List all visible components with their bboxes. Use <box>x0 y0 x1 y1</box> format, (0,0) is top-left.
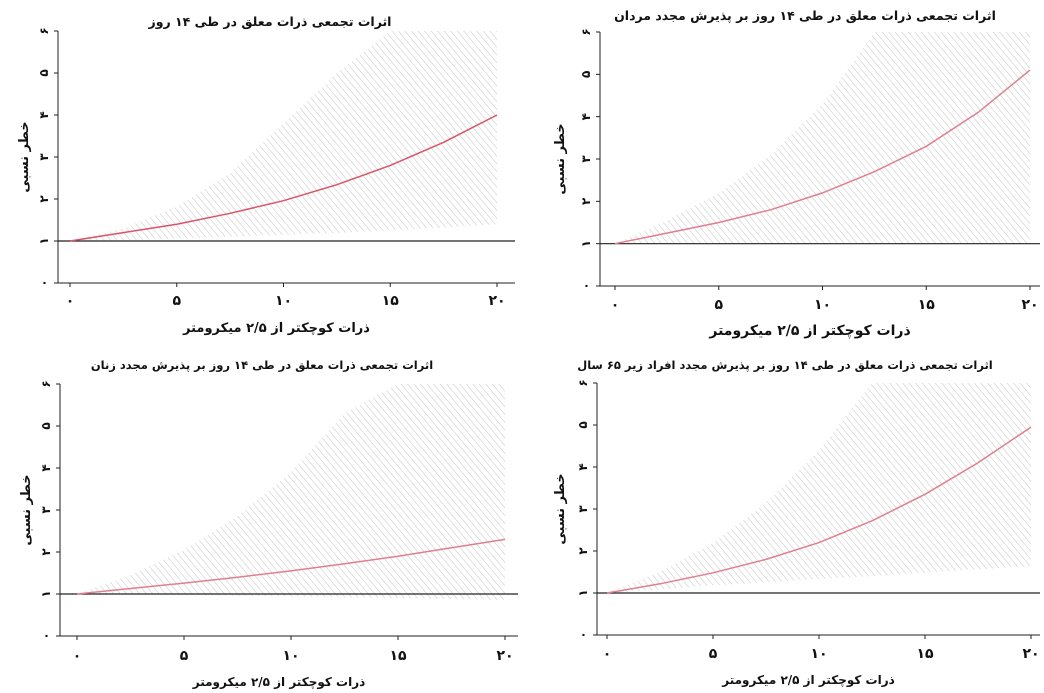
y-tick-label: ۲ <box>39 548 53 556</box>
chart-panel-women: ۰ ۱ ۲ ۳ ۴ ۵ ۶ ۰ ۵ ۱۰ ۱۵ ۲۰ اثرات تجمعی ذرات معلق در … <box>0 350 522 693</box>
x-tick-label: ۲۰ <box>488 293 505 309</box>
x-tick-label: ۵ <box>180 648 189 664</box>
y-tick-label: ۳ <box>37 153 51 161</box>
y-axis-label: خطر نسبی <box>17 121 32 192</box>
x-axis-label: ذرات کوچکتر از ۲/۵ میکرومتر <box>192 675 366 690</box>
confidence-band <box>77 384 505 600</box>
x-tick-label: ۱۰ <box>282 648 299 664</box>
x-tick-label: ۱۵ <box>918 297 936 313</box>
chart-panel-under-65: ۰ ۱ ۲ ۳ ۴ ۵ ۶ ۰ ۵ ۱۰ ۱۵ ۲۰ اثرات تجمعی ذرات معلق در … <box>522 350 1044 693</box>
x-tick-label: ۰ <box>611 297 620 313</box>
x-tick-label: ۲۰ <box>496 648 513 664</box>
estimate-line <box>76 538 506 595</box>
y-tick-label: ۶ <box>39 380 53 387</box>
confidence-band <box>607 383 1031 593</box>
chart-overall: ۰ ۱ ۲ ۳ ۴ ۵ ۶ ۰ ۵ ۱۰ ۱۵ ۲۰ اثرات تجمعی ذرات معلق در … <box>17 14 515 336</box>
x-tick-label: ۰ <box>66 293 75 309</box>
x-tick-label: ۱۰ <box>814 297 831 313</box>
x-tick-label: ۱۵ <box>916 646 934 662</box>
chart-under-65: ۰ ۱ ۲ ۳ ۴ ۵ ۶ ۰ ۵ ۱۰ ۱۵ ۲۰ اثرات تجمعی ذرات معلق در … <box>553 358 1040 688</box>
x-tick-label: ۱۵ <box>382 293 400 309</box>
x-axis-label: ذرات کوچکتر از ۲/۵ میکرومتر <box>721 673 895 688</box>
y-tick-label: ۶ <box>579 28 593 35</box>
x-tick-label: ۲۰ <box>1021 297 1038 313</box>
estimate-line <box>614 69 1031 245</box>
y-tick-label: ۵ <box>579 71 593 78</box>
x-axis-label: ذرات کوچکتر از ۲/۵ میکرومتر <box>182 321 370 336</box>
y-axis-label: خطر نسبی <box>553 123 568 194</box>
y-tick-label: ۶ <box>576 379 590 386</box>
y-tick-label: ۴ <box>37 111 51 118</box>
y-tick-label: ۰ <box>579 282 593 289</box>
x-tick-label: ۰ <box>603 646 612 662</box>
chart-title: اثرات تجمعی ذرات معلق در طی ۱۴ روز بر پذ… <box>577 358 992 373</box>
chart-men: ۰ ۱ ۲ ۳ ۴ ۵ ۶ ۰ ۵ ۱۰ ۱۵ ۲۰ اثرات تجمعی ذرات معلق در … <box>553 8 1040 339</box>
x-tick-label: ۵ <box>709 646 718 662</box>
chart-title: اثرات تجمعی ذرات معلق در طی ۱۴ روز بر پذ… <box>91 358 433 373</box>
y-tick-label: ۳ <box>576 505 590 513</box>
y-tick-label: ۳ <box>39 506 53 514</box>
y-axis-label: خطر نسبی <box>19 474 34 545</box>
y-tick-label: ۵ <box>37 69 51 76</box>
y-axis-label: خطر نسبی <box>553 473 568 544</box>
y-tick-label: ۵ <box>39 422 53 429</box>
y-tick-label: ۰ <box>39 632 53 639</box>
y-tick-label: ۲ <box>579 197 593 205</box>
y-tick-label: ۱ <box>39 590 53 597</box>
chart-title: اثرات تجمعی ذرات معلق در طی ۱۴ روز بر پذ… <box>614 8 996 23</box>
confidence-band <box>70 31 497 241</box>
x-tick-label: ۱۰ <box>810 646 827 662</box>
chart-title: اثرات تجمعی ذرات معلق در طی ۱۴ روز <box>148 14 392 29</box>
x-axis-label: ذرات کوچکتر از ۲/۵ میکرومتر <box>708 323 910 339</box>
estimate-line <box>606 426 1032 594</box>
x-tick-label: ۵ <box>172 293 181 309</box>
x-tick-label: ۱۰ <box>275 293 292 309</box>
y-tick-label: ۴ <box>39 464 53 471</box>
y-tick-label: ۴ <box>579 113 593 120</box>
y-tick-label: ۴ <box>576 463 590 470</box>
chart-panel-overall: ۰ ۱ ۲ ۳ ۴ ۵ ۶ ۰ ۵ ۱۰ ۱۵ ۲۰ اثرات تجمعی ذرات معلق در … <box>0 0 522 350</box>
y-tick-label: ۰ <box>576 631 590 638</box>
x-tick-label: ۲۰ <box>1022 646 1039 662</box>
y-tick-label: ۶ <box>37 27 51 34</box>
chart-women: ۰ ۱ ۲ ۳ ۴ ۵ ۶ ۰ ۵ ۱۰ ۱۵ ۲۰ اثرات تجمعی ذرات معلق در … <box>19 358 518 690</box>
y-tick-label: ۳ <box>579 155 593 163</box>
y-tick-label: ۱ <box>576 589 590 596</box>
x-tick-label: ۰ <box>73 648 82 664</box>
y-tick-label: ۱ <box>579 240 593 247</box>
estimate-line <box>69 114 498 242</box>
x-tick-label: ۱۵ <box>389 648 407 664</box>
y-tick-label: ۱ <box>37 237 51 244</box>
y-tick-label: ۵ <box>576 421 590 428</box>
x-tick-label: ۵ <box>714 297 723 313</box>
y-tick-label: ۲ <box>576 547 590 555</box>
confidence-band <box>615 32 1030 244</box>
chart-panel-men: ۰ ۱ ۲ ۳ ۴ ۵ ۶ ۰ ۵ ۱۰ ۱۵ ۲۰ اثرات تجمعی ذرات معلق در … <box>522 0 1044 350</box>
y-tick-label: ۰ <box>37 279 51 286</box>
y-tick-label: ۲ <box>37 195 51 203</box>
